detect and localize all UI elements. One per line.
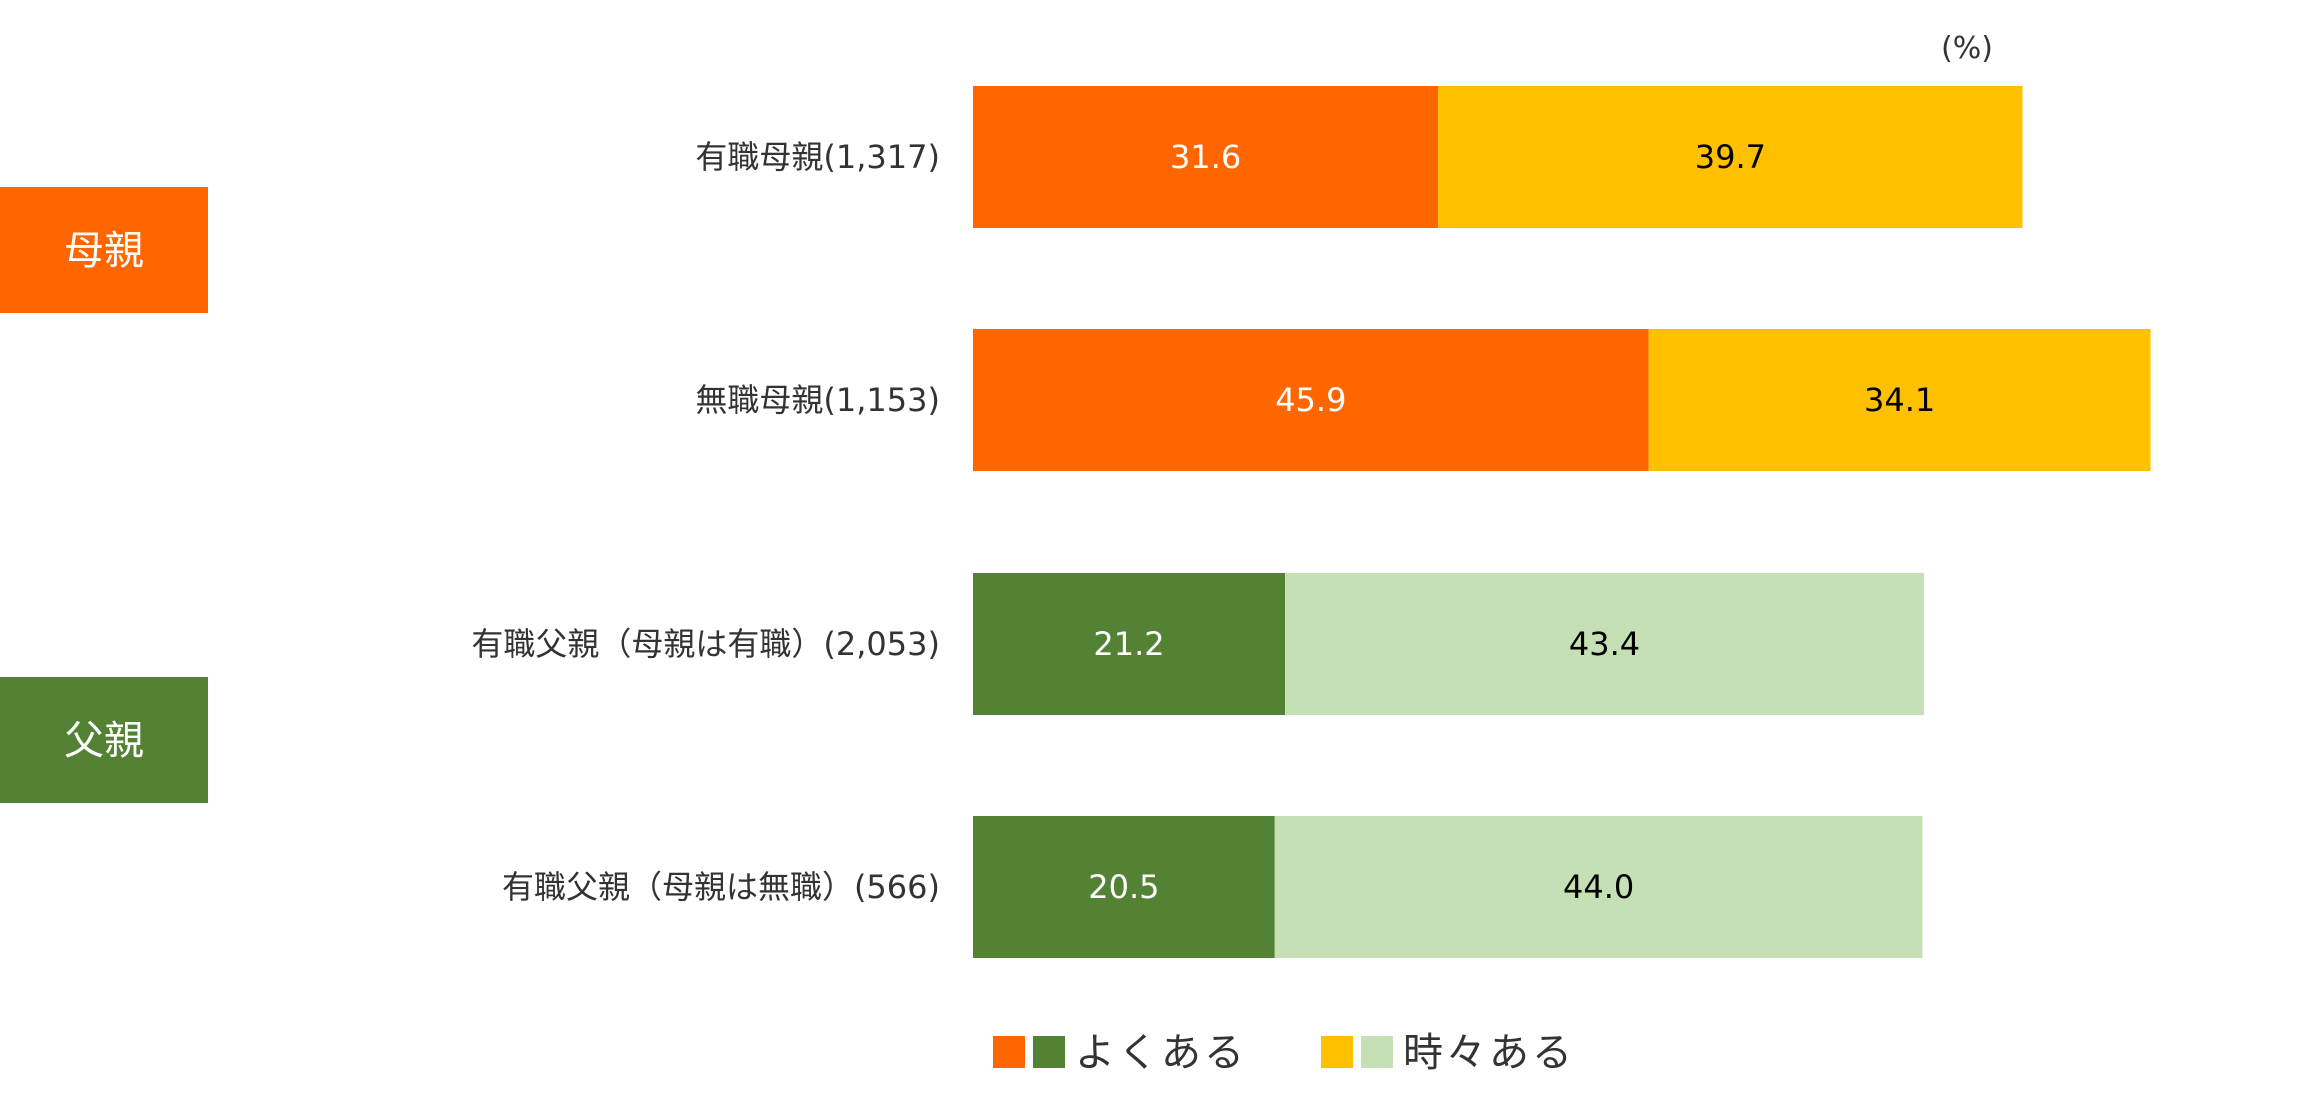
legend-swatch-0-1 (1033, 1036, 1065, 1068)
bar-sometimes-3 (1274, 816, 1923, 958)
value-label-often-3: 20.5 (1088, 868, 1159, 906)
bar-often-0 (973, 86, 1439, 228)
bar-often-1 (973, 329, 1649, 471)
bar-sometimes-1 (1648, 329, 2151, 471)
bar-often-3 (973, 816, 1275, 958)
category-label-2: 有職父親（母親は有職）(2,053) (471, 625, 940, 663)
bars (973, 86, 2151, 958)
value-label-sometimes-2: 43.4 (1569, 625, 1640, 663)
category-label-0: 有職母親(1,317) (695, 138, 940, 176)
legend-label-1: 時々ある (1403, 1030, 1575, 1076)
value-labels: 31.6 39.7 45.9 34.1 21.2 43.4 20.5 44.0 (1088, 138, 1935, 906)
value-label-sometimes-1: 34.1 (1864, 381, 1935, 419)
legend-swatch-0-0 (993, 1036, 1025, 1068)
bar-sometimes-2 (1285, 573, 1924, 715)
legend-label-0: よくある (1075, 1030, 1247, 1076)
legend: よくある 時々ある (993, 1030, 1575, 1076)
value-label-often-1: 45.9 (1275, 381, 1346, 419)
group-tag-1 (0, 677, 208, 803)
category-labels: 有職母親(1,317) 無職母親(1,153) 有職父親（母親は有職）(2,053)… (471, 138, 940, 906)
value-label-sometimes-0: 39.7 (1695, 138, 1766, 176)
legend-swatch-1-1 (1361, 1036, 1393, 1068)
bar-often-2 (973, 573, 1286, 715)
bar-sometimes-0 (1438, 86, 2023, 228)
legend-swatch-1-0 (1321, 1036, 1353, 1068)
value-label-often-0: 31.6 (1170, 138, 1241, 176)
group-tag-label-1: 父親 (64, 718, 144, 764)
group-tag-label-0: 母親 (64, 228, 144, 274)
category-label-3: 有職父親（母親は無職）(566) (502, 868, 940, 906)
value-label-sometimes-3: 44.0 (1563, 868, 1634, 906)
value-label-often-2: 21.2 (1093, 625, 1164, 663)
unit-label: (%) (1941, 31, 1993, 66)
group-tag-0 (0, 187, 208, 313)
category-label-1: 無職母親(1,153) (695, 381, 940, 419)
